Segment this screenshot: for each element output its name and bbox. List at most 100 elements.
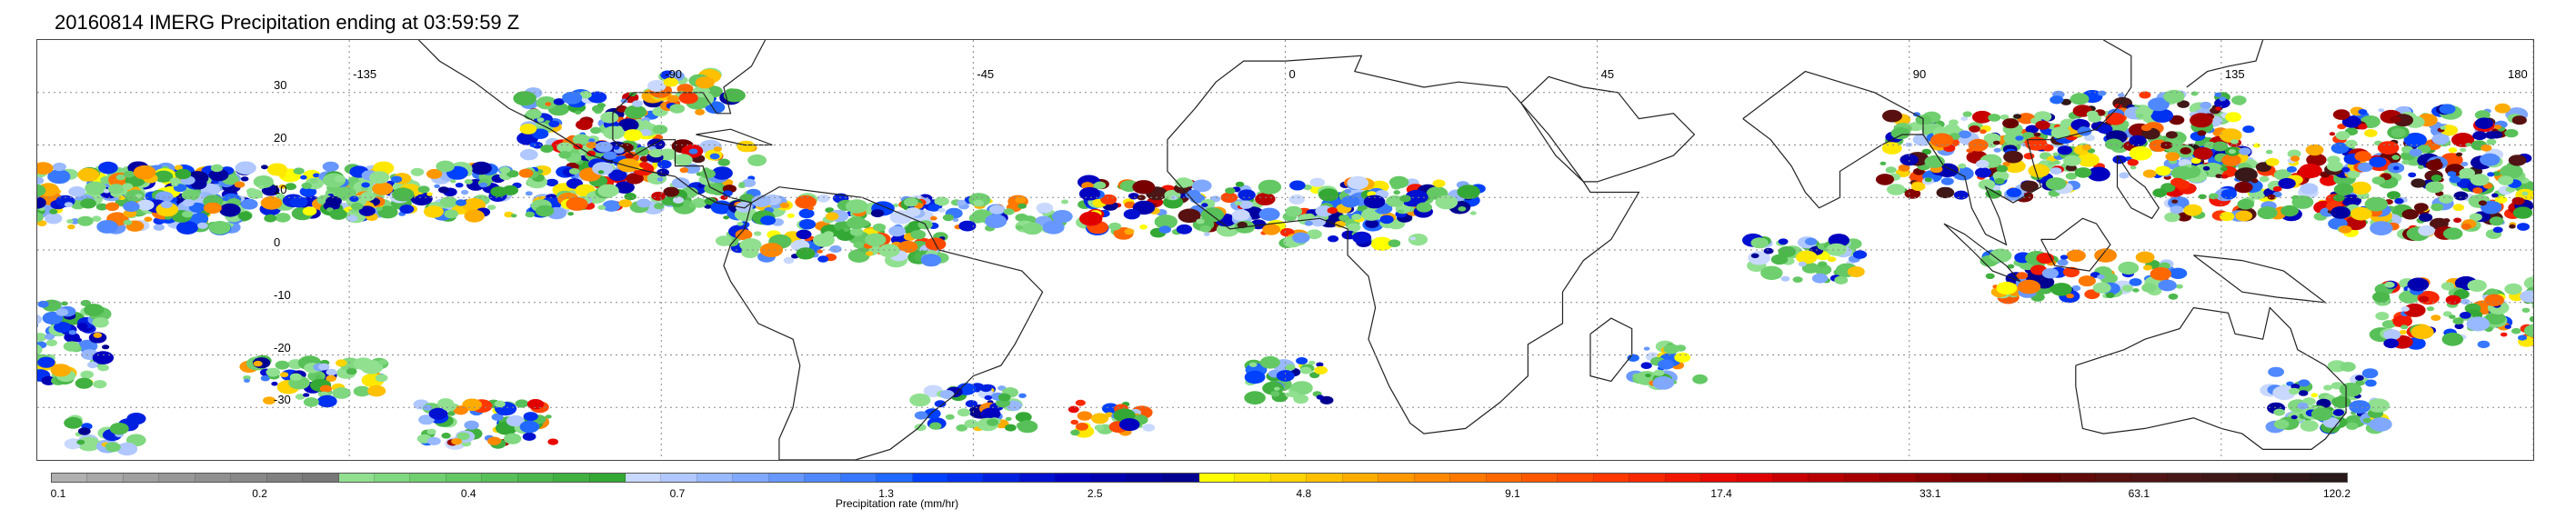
precip-cell — [2092, 282, 2111, 294]
colorbar-swatch — [1450, 474, 1487, 482]
precip-cell — [787, 213, 795, 218]
precip-cell — [695, 108, 706, 115]
colorbar-swatch — [1163, 474, 1199, 482]
precip-cell — [798, 208, 815, 219]
precip-cell — [37, 344, 43, 355]
precip-cell — [2190, 91, 2199, 96]
precip-cell — [37, 162, 54, 175]
colorbar-swatch — [1701, 474, 1738, 482]
colorbar-swatch — [1486, 474, 1522, 482]
precip-cell — [2018, 279, 2041, 294]
coastline — [696, 128, 773, 146]
precip-cell — [1814, 264, 1832, 275]
precip-cell — [2345, 139, 2358, 148]
precip-cell — [807, 206, 815, 211]
precip-cell — [68, 330, 76, 335]
precip-cell — [2060, 255, 2069, 260]
coastline — [2075, 306, 2347, 450]
precip-cell — [2235, 210, 2253, 222]
colorbar-tick-label: 120.2 — [2322, 487, 2351, 500]
precip-cell — [1643, 346, 1650, 351]
precip-cell — [2442, 218, 2451, 224]
precip-cell — [1075, 399, 1086, 406]
precip-cell — [2215, 106, 2221, 111]
colorbar-swatch — [1270, 474, 1308, 482]
precip-cell — [546, 178, 558, 187]
precip-cell — [2362, 417, 2372, 424]
precip-cell — [2520, 290, 2533, 303]
precip-cell — [1388, 175, 1409, 189]
precip-cell — [2350, 181, 2371, 195]
colorbar-swatch — [1307, 474, 1343, 482]
precipitation-map[interactable]: -135 -90 -45 0 45 90 135 180 30 20 10 0 -10 -20 -30 — [36, 39, 2534, 461]
precip-cell — [2086, 110, 2099, 118]
precip-cell — [2358, 124, 2368, 130]
precip-cell — [329, 208, 347, 220]
precip-cell — [2063, 155, 2081, 166]
precip-cell — [75, 377, 94, 389]
precip-cell — [2220, 189, 2237, 200]
precip-cell — [2472, 187, 2483, 195]
lon-tick-label: 90 — [1912, 67, 1927, 81]
precip-cell — [80, 198, 96, 209]
colorbar-swatch — [1737, 474, 1773, 482]
precip-cell — [2384, 281, 2395, 288]
precip-cell — [2330, 206, 2351, 219]
precip-cell — [1393, 190, 1400, 195]
colorbar-swatch — [374, 474, 411, 482]
precip-cell — [2523, 324, 2533, 338]
precip-cell — [358, 205, 376, 216]
precip-cell — [1899, 154, 1919, 166]
precip-cell — [2399, 330, 2407, 335]
precip-cell — [427, 436, 441, 445]
precip-cell — [1327, 207, 1338, 215]
precip-cell — [1289, 180, 1306, 191]
precip-cell — [2378, 108, 2385, 113]
precip-cell — [1118, 418, 1140, 432]
precip-cell — [649, 148, 664, 158]
precip-cell — [154, 170, 174, 183]
precip-cell — [2500, 164, 2523, 179]
precip-cell — [1328, 235, 1339, 243]
precip-cell — [1178, 208, 1201, 224]
precip-cell — [375, 374, 388, 383]
precip-cell — [1316, 362, 1324, 367]
precip-cell — [302, 206, 317, 216]
colorbar-swatch — [1809, 474, 1845, 482]
precip-cell — [2300, 420, 2319, 432]
precip-cell — [2140, 125, 2152, 132]
colorbar-swatch — [1414, 474, 1451, 482]
lon-tick-label: 45 — [1600, 67, 1615, 81]
precip-cell — [261, 165, 268, 170]
precip-cell — [1061, 199, 1068, 205]
precip-cell — [2214, 92, 2222, 97]
precip-cell — [1124, 228, 1135, 235]
precip-cell — [1017, 203, 1027, 209]
precip-cell — [1398, 209, 1405, 215]
precip-cell — [2425, 159, 2443, 171]
precip-cell — [2155, 165, 2171, 176]
precip-cell — [260, 195, 283, 210]
precip-cell — [798, 219, 817, 230]
precip-cell — [2486, 138, 2497, 145]
precip-cell — [80, 370, 94, 379]
precip-cell — [1985, 273, 1995, 279]
precip-cell — [1879, 161, 1887, 165]
precip-cell — [673, 196, 684, 204]
precip-cell — [243, 375, 251, 381]
precip-cell — [625, 153, 635, 159]
precip-cell — [1078, 186, 1101, 201]
precip-cell — [77, 427, 91, 435]
precip-cell — [1805, 237, 1818, 245]
precip-cell — [2369, 156, 2387, 168]
precip-cell — [1003, 208, 1015, 215]
precip-cell — [376, 206, 383, 211]
precip-cell — [2130, 165, 2137, 170]
precip-cell — [2494, 125, 2501, 130]
precip-cell — [2070, 93, 2090, 105]
precip-cell — [182, 199, 195, 207]
precip-cell — [2439, 104, 2456, 115]
precip-cell — [847, 249, 870, 263]
precip-cell — [2521, 307, 2531, 313]
coastline — [1589, 317, 1633, 383]
